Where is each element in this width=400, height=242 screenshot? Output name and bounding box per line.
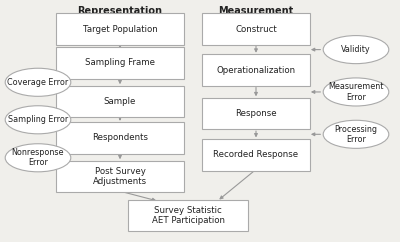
Ellipse shape: [323, 120, 389, 148]
Text: Processing
Error: Processing Error: [334, 125, 378, 144]
Text: Representation: Representation: [78, 6, 162, 16]
Ellipse shape: [5, 68, 71, 96]
FancyBboxPatch shape: [56, 122, 184, 154]
Text: Sampling Frame: Sampling Frame: [85, 58, 155, 68]
FancyBboxPatch shape: [202, 139, 310, 171]
FancyBboxPatch shape: [56, 13, 184, 45]
Text: Operationalization: Operationalization: [216, 66, 296, 75]
Text: Coverage Error: Coverage Error: [7, 78, 69, 87]
FancyBboxPatch shape: [56, 47, 184, 79]
FancyBboxPatch shape: [56, 86, 184, 117]
Text: Respondents: Respondents: [92, 133, 148, 143]
Ellipse shape: [5, 144, 71, 172]
FancyBboxPatch shape: [202, 13, 310, 45]
Text: Recorded Response: Recorded Response: [214, 150, 298, 159]
FancyBboxPatch shape: [128, 200, 248, 231]
Ellipse shape: [5, 106, 71, 134]
Text: Validity: Validity: [341, 45, 371, 54]
FancyBboxPatch shape: [202, 98, 310, 129]
Text: Target Population: Target Population: [83, 24, 157, 34]
Text: Measurement
Error: Measurement Error: [328, 82, 384, 102]
Text: Construct: Construct: [235, 24, 277, 34]
FancyBboxPatch shape: [56, 161, 184, 192]
Text: Sampling Error: Sampling Error: [8, 115, 68, 124]
Text: Response: Response: [235, 109, 277, 118]
Text: Survey Statistic
AET Participation: Survey Statistic AET Participation: [152, 206, 224, 225]
Text: Nonresponse
Error: Nonresponse Error: [12, 148, 64, 167]
FancyBboxPatch shape: [202, 54, 310, 86]
Text: Sample: Sample: [104, 97, 136, 106]
Text: Measurement: Measurement: [218, 6, 294, 16]
Ellipse shape: [323, 36, 389, 64]
Ellipse shape: [323, 78, 389, 106]
Text: Post Survey
Adjustments: Post Survey Adjustments: [93, 167, 147, 186]
